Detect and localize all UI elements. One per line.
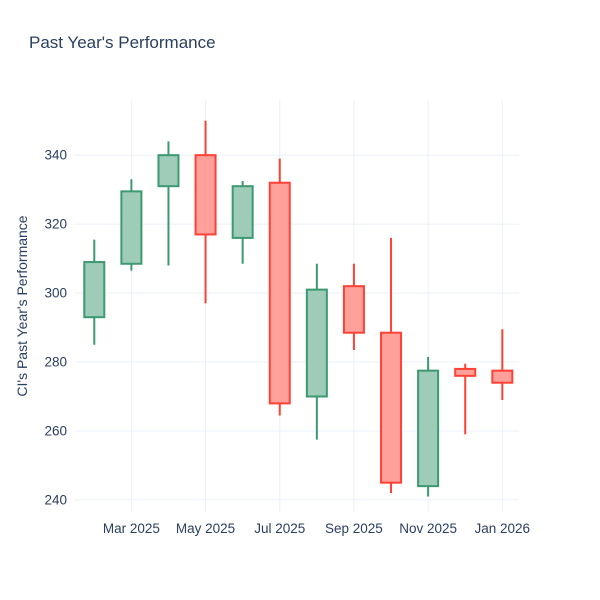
chart-title: Past Year's Performance xyxy=(29,33,216,52)
candle-sep-2025[interactable] xyxy=(342,263,365,350)
y-tick-label: 260 xyxy=(44,423,67,438)
candle-body xyxy=(305,288,328,398)
candle-body xyxy=(157,154,180,188)
y-axis-tick-labels: 240 260 280 300 320 340 xyxy=(44,148,67,508)
x-tick-label: May 2025 xyxy=(176,521,235,536)
candle-body xyxy=(380,331,403,484)
candle-oct-2025[interactable] xyxy=(380,237,403,494)
candle-jun-2025[interactable] xyxy=(231,181,254,264)
candle-body xyxy=(194,154,217,236)
y-tick-label: 320 xyxy=(44,217,67,232)
candle-may-2025[interactable] xyxy=(194,120,217,304)
y-tick-label: 340 xyxy=(44,148,67,163)
x-tick-label: Nov 2025 xyxy=(399,521,457,536)
candle-body xyxy=(120,190,143,265)
candle-body xyxy=(231,185,254,239)
x-tick-label: Jul 2025 xyxy=(254,521,305,536)
candle-body xyxy=(417,369,440,488)
y-tick-label: 240 xyxy=(44,492,67,507)
x-axis-tick-labels: Mar 2025 May 2025 Jul 2025 Sep 2025 Nov 2025… xyxy=(103,521,530,536)
candles-layer xyxy=(83,120,514,497)
x-tick-label: Sep 2025 xyxy=(325,521,383,536)
grid-layer xyxy=(75,100,519,512)
candle-body xyxy=(83,261,106,319)
candle-dec-2025[interactable] xyxy=(454,363,477,435)
candle-apr-2025[interactable] xyxy=(157,141,180,266)
candle-body xyxy=(268,181,291,405)
candle-body xyxy=(454,367,477,377)
y-tick-label: 300 xyxy=(44,286,67,301)
y-tick-label: 280 xyxy=(44,355,67,370)
x-tick-label: Mar 2025 xyxy=(103,521,160,536)
x-tick-label: Jan 2026 xyxy=(475,521,531,536)
candle-jul-2025[interactable] xyxy=(268,158,291,416)
candle-feb-2025[interactable] xyxy=(83,239,106,345)
candle-body xyxy=(342,285,365,334)
candle-nov-2025[interactable] xyxy=(417,356,440,497)
candle-mar-2025[interactable] xyxy=(120,179,143,271)
candle-aug-2025[interactable] xyxy=(305,263,328,440)
candle-body xyxy=(491,369,514,384)
candle-jan-2026[interactable] xyxy=(491,329,514,400)
